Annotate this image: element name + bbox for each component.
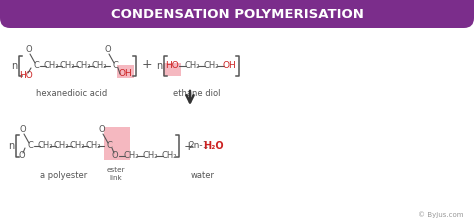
Text: CONDENSATION POLYMERISATION: CONDENSATION POLYMERISATION — [110, 8, 364, 21]
Text: +: + — [142, 59, 152, 72]
Text: O: O — [112, 152, 118, 160]
Text: water: water — [191, 171, 215, 181]
Text: ester
link: ester link — [107, 168, 125, 181]
Text: C: C — [33, 61, 39, 70]
Text: CH₂: CH₂ — [85, 141, 101, 151]
Text: OH: OH — [222, 61, 236, 70]
Text: CH₂: CH₂ — [203, 61, 219, 70]
Text: OH: OH — [118, 69, 132, 78]
Text: n: n — [8, 141, 14, 151]
Text: a polyester: a polyester — [40, 171, 88, 181]
Text: 2n-1: 2n-1 — [189, 141, 209, 151]
Text: O: O — [20, 126, 27, 135]
Bar — [0, 0, 474, 14]
Text: +: + — [184, 139, 194, 152]
Text: H₂O: H₂O — [203, 141, 223, 151]
Text: HO: HO — [19, 72, 33, 80]
Text: n: n — [11, 61, 17, 71]
Text: C: C — [112, 61, 118, 70]
Bar — [117, 65, 134, 78]
Text: C: C — [27, 141, 33, 151]
FancyBboxPatch shape — [0, 0, 474, 28]
Text: CH₂: CH₂ — [43, 61, 59, 70]
Text: CH₂: CH₂ — [161, 152, 177, 160]
Text: hexanedioic acid: hexanedioic acid — [36, 90, 108, 99]
Text: CH₂: CH₂ — [184, 61, 200, 70]
Text: O: O — [18, 152, 25, 160]
Text: HO: HO — [165, 61, 179, 70]
Bar — [163, 63, 181, 76]
Text: © Byjus.com: © Byjus.com — [419, 212, 464, 218]
Text: CH₂: CH₂ — [69, 141, 85, 151]
Bar — [104, 127, 130, 160]
Text: O: O — [105, 46, 111, 55]
Text: CH₂: CH₂ — [75, 61, 91, 70]
Text: CH₂: CH₂ — [53, 141, 69, 151]
Text: C: C — [106, 141, 112, 151]
Text: O: O — [26, 46, 32, 55]
Text: CH₂: CH₂ — [37, 141, 53, 151]
Text: CH₂: CH₂ — [59, 61, 75, 70]
Text: O: O — [99, 126, 105, 135]
Text: CH₂: CH₂ — [91, 61, 107, 70]
Text: CH₂: CH₂ — [123, 152, 139, 160]
Text: CH₂: CH₂ — [142, 152, 158, 160]
Text: n: n — [156, 61, 162, 71]
Text: ethane diol: ethane diol — [173, 90, 221, 99]
